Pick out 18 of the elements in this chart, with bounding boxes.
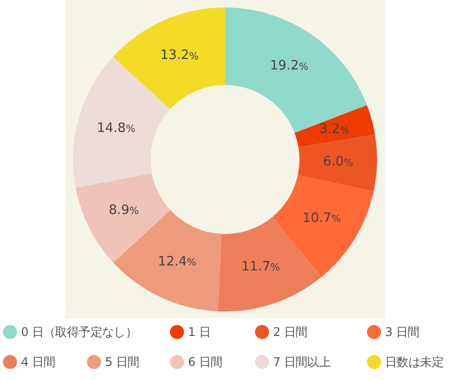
data-label: 11.7% — [241, 259, 280, 274]
legend-label: 4 日間 — [21, 354, 56, 370]
legend-label: 5 日間 — [105, 354, 140, 370]
legend-label: 3 日間 — [385, 324, 420, 340]
data-label: 8.9% — [108, 202, 139, 218]
data-label: 3.2% — [319, 122, 350, 138]
data-label: 19.2% — [270, 58, 308, 74]
data-label: 14.8% — [96, 120, 136, 136]
legend-label: 1 日 — [188, 324, 211, 340]
legend-label: 0 日（取得予定なし） — [21, 324, 138, 340]
legend-label: 2 日間 — [273, 324, 308, 340]
legend-label: 6 日間 — [188, 354, 222, 370]
data-label: 6.0% — [323, 154, 354, 170]
data-label: 13.2% — [160, 48, 199, 64]
data-label: 12.4% — [158, 254, 196, 270]
legend-label: 7 日間以上 — [273, 354, 331, 370]
data-label: 10.7% — [302, 210, 341, 226]
legend-label: 日数は未定 — [385, 354, 444, 370]
